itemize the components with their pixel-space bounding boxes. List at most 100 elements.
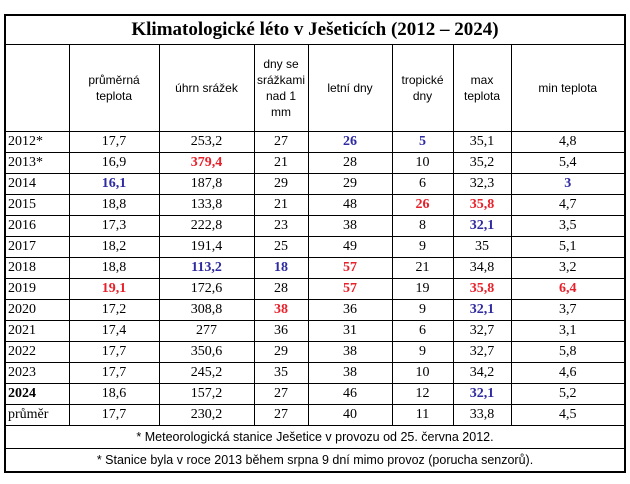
row-label: 2016	[4, 215, 70, 237]
table-cell: 27	[253, 404, 309, 426]
table-cell: 29	[253, 173, 309, 195]
table-cell: 17,7	[68, 362, 160, 384]
table-cell: 4,7	[510, 194, 627, 216]
table-cell: 10	[391, 152, 454, 174]
climate-table-sheet: Klimatologické léto v Ješeticích (2012 –…	[3, 14, 627, 482]
table-cell: 35,1	[452, 131, 512, 153]
table-cell: 9	[391, 341, 454, 363]
header-blank	[4, 44, 70, 132]
table-cell: 6	[391, 320, 454, 342]
table-cell: 21	[391, 257, 454, 279]
climate-table: Klimatologické léto v Ješeticích (2012 –…	[3, 14, 627, 473]
row-label: 2014	[4, 173, 70, 195]
table-cell: 4,8	[510, 131, 627, 153]
table-cell: 18	[253, 257, 309, 279]
table-cell: 113,2	[158, 257, 255, 279]
table-row: 2020 17,2 308,8 38 36 9 32,1 3,7	[4, 299, 627, 321]
footnote-row: * Stanice byla v roce 2013 během srpna 9…	[3, 448, 627, 473]
table-cell: 17,7	[68, 404, 160, 426]
table-row: 2014 16,1 187,8 29 29 6 32,3 3	[4, 173, 627, 195]
table-row: 2018 18,8 113,2 18 57 21 34,8 3,2	[4, 257, 627, 279]
table-cell: 5	[391, 131, 454, 153]
row-label: 2021	[4, 320, 70, 342]
table-cell: 157,2	[158, 383, 255, 405]
table-cell: 36	[307, 299, 393, 321]
table-cell: 172,6	[158, 278, 255, 300]
table-cell: 10	[391, 362, 454, 384]
table-cell: 3	[510, 173, 627, 195]
table-cell: 35	[253, 362, 309, 384]
table-row: 2017 18,2 191,4 25 49 9 35 5,1	[4, 236, 627, 258]
row-label: 2018	[4, 257, 70, 279]
header-summer-days: letní dny	[307, 44, 393, 132]
row-label: 2022	[4, 341, 70, 363]
table-cell: 4,5	[510, 404, 627, 426]
table-cell: 308,8	[158, 299, 255, 321]
table-cell: 33,8	[452, 404, 512, 426]
table-cell: 27	[253, 383, 309, 405]
table-cell: 3,5	[510, 215, 627, 237]
row-label: 2012*	[4, 131, 70, 153]
table-cell: 5,2	[510, 383, 627, 405]
table-cell: 3,1	[510, 320, 627, 342]
footnote-station-start: * Meteorologická stanice Ješetice v prov…	[3, 425, 627, 449]
table-cell: 230,2	[158, 404, 255, 426]
header-precip: úhrn srážek	[158, 44, 255, 132]
footnote-station-outage: * Stanice byla v roce 2013 během srpna 9…	[3, 448, 627, 473]
table-cell: 19,1	[68, 278, 160, 300]
row-label: 2017	[4, 236, 70, 258]
table-cell: 57	[307, 278, 393, 300]
table-cell: 57	[307, 257, 393, 279]
table-cell: 38	[307, 215, 393, 237]
table-cell: 133,8	[158, 194, 255, 216]
row-label: průměr	[4, 404, 70, 426]
table-cell: 12	[391, 383, 454, 405]
table-row: 2015 18,8 133,8 21 48 26 35,8 4,7	[4, 194, 627, 216]
table-cell: 3,7	[510, 299, 627, 321]
table-cell: 29	[307, 173, 393, 195]
table-cell: 40	[307, 404, 393, 426]
table-cell: 16,1	[68, 173, 160, 195]
header-tropical-days: tropické dny	[391, 44, 454, 132]
table-cell: 35,2	[452, 152, 512, 174]
header-min-temp: min teplota	[510, 44, 627, 132]
table-cell: 46	[307, 383, 393, 405]
table-cell: 253,2	[158, 131, 255, 153]
table-cell: 19	[391, 278, 454, 300]
table-cell: 38	[307, 341, 393, 363]
table-cell: 21	[253, 152, 309, 174]
table-row: 2022 17,7 350,6 29 38 9 32,7 5,8	[4, 341, 627, 363]
table-cell: 18,2	[68, 236, 160, 258]
table-cell: 17,7	[68, 341, 160, 363]
table-cell: 5,4	[510, 152, 627, 174]
header-max-temp: max teplota	[452, 44, 512, 132]
table-cell: 222,8	[158, 215, 255, 237]
table-cell: 34,8	[452, 257, 512, 279]
table-title: Klimatologické léto v Ješeticích (2012 –…	[3, 14, 627, 45]
table-row: 2021 17,4 277 36 31 6 32,7 3,1	[4, 320, 627, 342]
table-cell: 32,1	[452, 215, 512, 237]
table-cell: 26	[307, 131, 393, 153]
table-cell: 26	[391, 194, 454, 216]
table-cell: 5,8	[510, 341, 627, 363]
table-cell: 5,1	[510, 236, 627, 258]
table-cell: 18,8	[68, 257, 160, 279]
table-cell: 187,8	[158, 173, 255, 195]
table-cell: 8	[391, 215, 454, 237]
table-cell: 350,6	[158, 341, 255, 363]
table-row: 2013* 16,9 379,4 21 28 10 35,2 5,4	[4, 152, 627, 174]
table-row: 2019 19,1 172,6 28 57 19 35,8 6,4	[4, 278, 627, 300]
table-cell: 21	[253, 194, 309, 216]
table-cell: 4,6	[510, 362, 627, 384]
table-cell: 31	[307, 320, 393, 342]
table-cell: 17,7	[68, 131, 160, 153]
table-cell: 25	[253, 236, 309, 258]
table-cell: 28	[307, 152, 393, 174]
table-cell: 32,7	[452, 320, 512, 342]
row-label: 2024	[4, 383, 70, 405]
table-cell: 245,2	[158, 362, 255, 384]
table-cell: 6	[391, 173, 454, 195]
header-row: průměrná teplota úhrn srážek dny se srážka…	[4, 44, 627, 132]
table-cell: 32,1	[452, 383, 512, 405]
table-cell: 49	[307, 236, 393, 258]
